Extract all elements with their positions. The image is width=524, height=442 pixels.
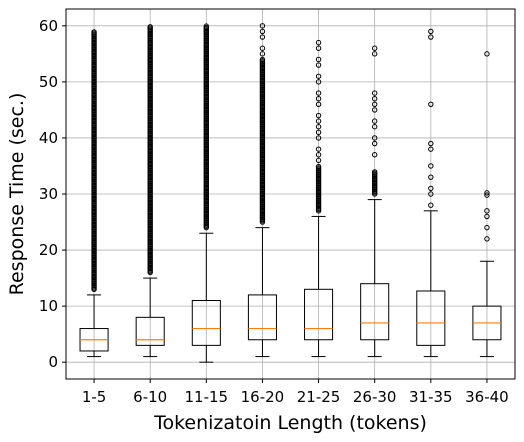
- outlier-point: [315, 79, 322, 85]
- outlier-point: [371, 51, 378, 57]
- box-group-31-35: [416, 28, 446, 358]
- box-group-26-30: [360, 45, 390, 358]
- outlier-point: [371, 45, 378, 51]
- y-tick-label: 0: [48, 353, 58, 371]
- box-group-11-15: [191, 23, 221, 363]
- iqr-box: [191, 300, 221, 346]
- outlier-point: [428, 140, 434, 147]
- outlier-point: [259, 34, 266, 40]
- outlier-point: [428, 34, 434, 40]
- box-group-16-20: [247, 23, 277, 358]
- box-group-36-40: [472, 51, 502, 358]
- outlier-point: [371, 95, 378, 102]
- outlier-point: [371, 152, 378, 158]
- outlier-point: [428, 202, 434, 208]
- outlier-point: [428, 185, 434, 192]
- outlier-point: [315, 157, 322, 164]
- outlier-point: [315, 118, 322, 124]
- outlier-point: [315, 45, 322, 51]
- iqr-box: [360, 283, 390, 341]
- outlier-point: [259, 28, 266, 35]
- x-axis-label: Tokenizatoin Length (tokens): [153, 412, 427, 434]
- box-group-6-10: [135, 24, 165, 358]
- outlier-point: [371, 140, 378, 147]
- outlier-point: [315, 146, 322, 152]
- outlier-point: [428, 163, 434, 169]
- box-series: [79, 23, 502, 363]
- outlier-point: [315, 101, 322, 108]
- outlier-point: [315, 124, 322, 130]
- x-tick-label: 16-20: [241, 388, 285, 406]
- outlier-point: [315, 129, 322, 136]
- outlier-point: [371, 124, 378, 130]
- outlier-point: [428, 28, 434, 35]
- y-tick-label: 50: [39, 73, 58, 91]
- outlier-point: [203, 23, 210, 29]
- iqr-box: [416, 290, 446, 346]
- outlier-point: [428, 146, 434, 152]
- outlier-point: [371, 90, 378, 96]
- x-tick-label: 21-25: [297, 388, 341, 406]
- outlier-point: [315, 90, 322, 96]
- y-axis-label: Response Time (sec.): [6, 93, 28, 296]
- outlier-point: [315, 95, 322, 102]
- outlier-point: [259, 56, 266, 63]
- axis-ticks: 0 10 20 30 40 50 60 1-5 6-10 11-15 16-20 21-25 26-30…: [39, 17, 509, 406]
- iqr-box: [304, 288, 334, 341]
- y-tick-label: 60: [39, 17, 58, 35]
- outlier-point: [484, 51, 490, 57]
- y-tick-label: 20: [39, 241, 58, 259]
- outlier-point: [315, 56, 322, 63]
- outlier-point: [315, 39, 322, 46]
- outlier-point: [371, 101, 378, 108]
- outlier-point: [484, 224, 490, 231]
- outlier-point: [371, 135, 378, 141]
- outlier-point: [484, 190, 490, 196]
- outlier-point: [315, 62, 322, 68]
- iqr-box: [135, 316, 165, 346]
- y-tick-label: 30: [39, 185, 58, 203]
- x-tick-label: 31-35: [409, 388, 453, 406]
- outlier-point: [484, 213, 490, 220]
- outlier-point: [315, 112, 322, 119]
- outlier-point: [428, 174, 434, 180]
- outlier-point: [315, 163, 322, 170]
- outlier-point: [315, 152, 322, 158]
- box-group-1-5: [79, 29, 109, 358]
- outlier-point: [147, 24, 153, 30]
- outlier-point: [259, 23, 266, 29]
- outlier-point: [315, 135, 322, 141]
- outlier-point: [259, 45, 266, 51]
- outlier-point: [484, 208, 490, 214]
- iqr-box: [247, 294, 277, 341]
- grid-lines: [66, 9, 515, 379]
- outlier-point: [484, 236, 490, 242]
- outlier-point: [484, 192, 490, 198]
- x-tick-label: 36-40: [465, 388, 509, 406]
- outlier-point: [91, 29, 97, 35]
- outlier-point: [428, 191, 434, 197]
- x-tick-label: 11-15: [185, 388, 229, 406]
- y-tick-label: 10: [39, 297, 58, 315]
- outlier-point: [259, 51, 266, 57]
- box-group-21-25: [304, 39, 334, 358]
- outlier-point: [371, 118, 378, 124]
- outlier-point: [315, 73, 322, 79]
- outlier-point: [371, 169, 378, 175]
- outlier-point: [371, 107, 378, 113]
- x-tick-label: 26-30: [353, 388, 397, 406]
- y-tick-label: 40: [39, 129, 58, 147]
- x-tick-label: 6-10: [133, 388, 167, 406]
- outlier-point: [428, 101, 434, 108]
- x-tick-label: 1-5: [82, 388, 107, 406]
